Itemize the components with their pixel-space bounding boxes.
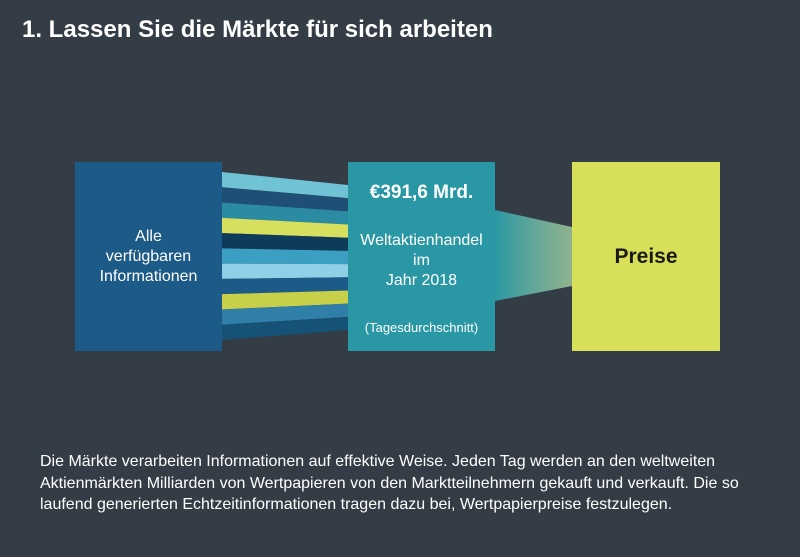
information-stream — [222, 248, 348, 265]
information-label: Alle verfügbaren Informationen — [99, 227, 198, 285]
trading-volume-note: (Tagesdurchschnitt) — [364, 320, 479, 335]
information-stream — [222, 233, 348, 251]
description-paragraph: Die Märkte verarbeiten Informationen auf… — [40, 453, 739, 513]
price-beam — [495, 210, 572, 301]
trading-volume-box: €391,6 Mrd. Weltaktienhandel im Jahr 201… — [348, 162, 495, 351]
information-streams — [222, 172, 348, 340]
information-stream — [222, 316, 348, 340]
trading-volume-amount: €391,6 Mrd. — [369, 182, 474, 203]
description-line-2: im — [413, 252, 430, 269]
prices-box: Preise — [572, 162, 720, 351]
information-stream — [222, 202, 348, 225]
information-stream — [222, 290, 348, 310]
information-stream — [222, 263, 348, 279]
trading-volume-description: Weltaktienhandel im Jahr 2018 — [348, 231, 495, 291]
information-stream — [222, 303, 348, 325]
information-stream — [222, 172, 348, 199]
information-stream — [222, 277, 348, 295]
information-stream — [222, 187, 348, 212]
description-line-3: Jahr 2018 — [385, 272, 458, 289]
information-box: Alle verfügbaren Informationen — [75, 162, 222, 351]
information-stream — [222, 217, 348, 238]
page-title: 1. Lassen Sie die Märkte für sich arbeit… — [22, 16, 493, 43]
description-line-1: Weltaktienhandel — [360, 232, 483, 249]
prices-label: Preise — [614, 244, 678, 268]
